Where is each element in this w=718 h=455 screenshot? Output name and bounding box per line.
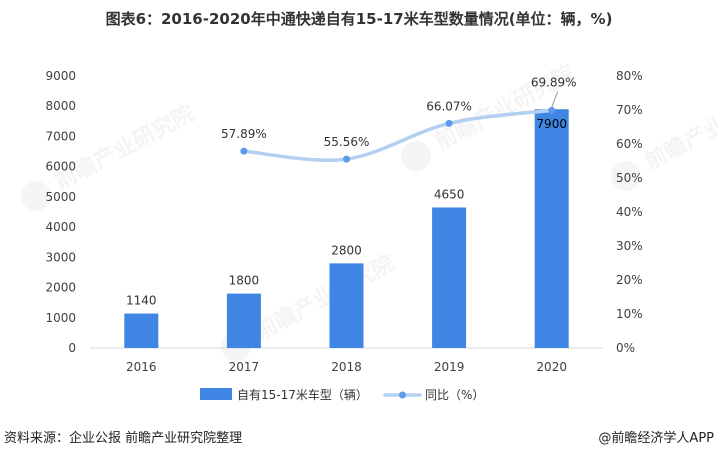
source-note: 资料来源：企业公报 前瞻产业研究院整理 — [4, 431, 243, 446]
legend-label-bar: 自有15-17米车型（辆） — [237, 387, 368, 402]
legend-swatch-bar — [200, 388, 232, 400]
bar-value-label: 2800 — [331, 243, 362, 257]
x-tick-label: 2017 — [229, 360, 260, 374]
y-left-tick-label: 1000 — [45, 311, 76, 325]
y-left-tick-label: 9000 — [45, 69, 76, 83]
y-left-tick-label: 8000 — [45, 99, 76, 113]
y-right-tick-label: 60% — [616, 137, 643, 151]
y-right-tick-label: 20% — [616, 273, 643, 287]
bar — [226, 293, 261, 348]
y-left-tick-label: 5000 — [45, 190, 76, 204]
line-value-label: 55.56% — [324, 135, 370, 149]
bar-value-label: 4650 — [434, 187, 465, 201]
x-tick-label: 2018 — [331, 360, 362, 374]
line-point — [343, 155, 350, 163]
watermark-logo — [21, 181, 51, 211]
y-right-tick-label: 10% — [616, 307, 643, 321]
y-right-tick-label: 80% — [616, 69, 643, 83]
y-left-tick-label: 2000 — [45, 281, 76, 295]
chart-title: 图表6：2016-2020年中通快递自有15-17米车型数量情况(单位：辆，%) — [105, 10, 613, 28]
x-tick-label: 2016 — [126, 360, 157, 374]
bar-value-label: 1140 — [126, 294, 157, 308]
y-right-tick-label: 50% — [616, 171, 643, 185]
bar-series — [124, 109, 569, 348]
line-point — [548, 106, 556, 114]
legend-swatch-marker — [399, 391, 406, 399]
line-path — [242, 108, 554, 162]
legend: 自有15-17米车型（辆） 同比（%） — [200, 387, 484, 402]
y-left-tick-label: 6000 — [45, 160, 76, 174]
bar — [534, 109, 569, 348]
y-right-tick-label: 70% — [616, 103, 643, 117]
line-point — [445, 119, 453, 127]
bar — [432, 207, 467, 348]
watermark-text: 前瞻产业研究院 — [641, 80, 718, 175]
legend-label-line: 同比（%） — [425, 388, 484, 402]
watermark-text: 前瞻产业研究院 — [251, 250, 399, 345]
bar-value-label: 7900 — [536, 117, 567, 131]
bar — [124, 313, 159, 348]
line-series — [240, 106, 556, 163]
watermark-logo — [401, 141, 431, 171]
line-value-label: 69.89% — [531, 75, 577, 89]
line-label-leader — [551, 91, 559, 108]
x-tick-label: 2019 — [434, 360, 465, 374]
y-right-tick-label: 40% — [616, 205, 643, 219]
y-right-tick-label: 30% — [616, 239, 643, 253]
credit-note: @前瞻经济学人APP — [598, 431, 714, 446]
line-point — [240, 147, 248, 155]
y-left-tick-label: 4000 — [45, 220, 76, 234]
watermark-text: 前瞻产业研究院 — [51, 100, 199, 195]
x-tick-label: 2020 — [536, 360, 567, 374]
bar — [329, 263, 364, 348]
y-left-tick-label: 3000 — [45, 250, 76, 264]
line-value-label: 57.89% — [221, 127, 267, 141]
y-left-tick-label: 0 — [68, 341, 76, 355]
data-labels: 1140 1800 2800 4650 7900 57.89% 55.56% 66.07% 69… — [126, 75, 577, 307]
watermark-logo — [611, 161, 641, 191]
y-right-tick-label: 0% — [616, 341, 635, 355]
axes: 0 1000 2000 3000 4000 5000 6000 7000 8000 9000 0% 1… — [45, 69, 642, 374]
bar-value-label: 1800 — [229, 274, 260, 288]
y-left-tick-label: 7000 — [45, 129, 76, 143]
line-value-label: 66.07% — [426, 99, 472, 113]
